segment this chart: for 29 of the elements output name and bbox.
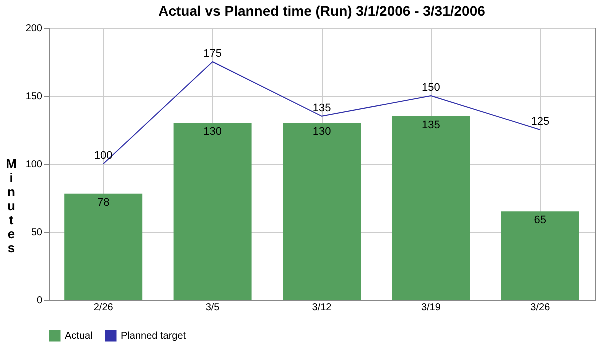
y-axis-title: Minutes (6, 156, 17, 256)
data-label: 175 (204, 48, 222, 60)
data-label: 65 (534, 214, 547, 227)
y-tick-label: 150 (26, 92, 43, 102)
data-label: 125 (531, 116, 550, 128)
legend-label: Planned target (121, 331, 186, 342)
bar (64, 194, 143, 300)
data-label: 135 (312, 102, 332, 114)
data-label: 78 (97, 196, 110, 209)
y-tick-label: 50 (31, 228, 43, 238)
x-tick-label: 3/5 (206, 302, 220, 314)
data-label: 135 (422, 119, 440, 132)
data-label: 100 (94, 150, 113, 162)
y-tick-label: 0 (36, 296, 43, 306)
x-tick-label: 2/26 (94, 302, 114, 314)
legend-label: Actual (65, 331, 93, 342)
x-tick-label: 3/19 (421, 302, 442, 314)
bar (501, 212, 580, 300)
data-label: 130 (312, 126, 332, 138)
y-tick-label: 100 (26, 160, 43, 170)
data-label: 130 (204, 126, 222, 138)
x-tick-label: 3/26 (530, 302, 551, 314)
bar (283, 123, 361, 300)
bar (392, 116, 470, 300)
y-tick-label: 200 (26, 24, 43, 34)
x-tick-label: 3/12 (312, 302, 332, 314)
data-label: 150 (422, 82, 440, 94)
chart-title: Actual vs Planned time (Run) 3/1/2006 - 3/31/2006 (158, 3, 486, 19)
bar (174, 123, 252, 300)
